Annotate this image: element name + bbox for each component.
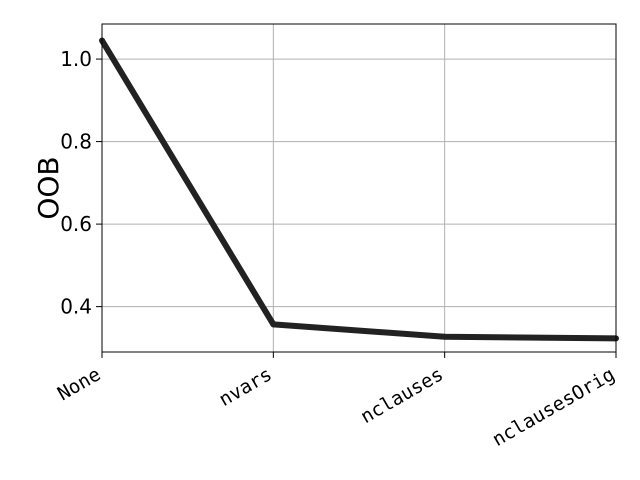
series-layer <box>99 37 619 342</box>
y-axis-label: OOB <box>32 156 65 219</box>
y-tick-label: 0.6 <box>60 212 92 236</box>
x-tick-label: nclausesOrig <box>489 363 619 451</box>
grid-lines <box>101 24 617 352</box>
plot-frame <box>101 23 617 353</box>
y-axis-ticks: 0.4 0.6 0.8 1.0 <box>60 47 102 319</box>
series-line <box>99 38 617 342</box>
y-tick-label: 1.0 <box>60 47 92 71</box>
data-point <box>441 333 448 340</box>
x-axis-ticks: None nvars nclauses nclausesOrig <box>54 352 619 451</box>
x-tick-label: nclauses <box>357 363 447 428</box>
x-tick-label: None <box>54 363 105 405</box>
x-tick-label: nvars <box>215 363 276 411</box>
data-point <box>270 321 277 328</box>
y-tick-label: 0.4 <box>60 295 92 319</box>
y-tick-label: 0.8 <box>60 130 92 154</box>
